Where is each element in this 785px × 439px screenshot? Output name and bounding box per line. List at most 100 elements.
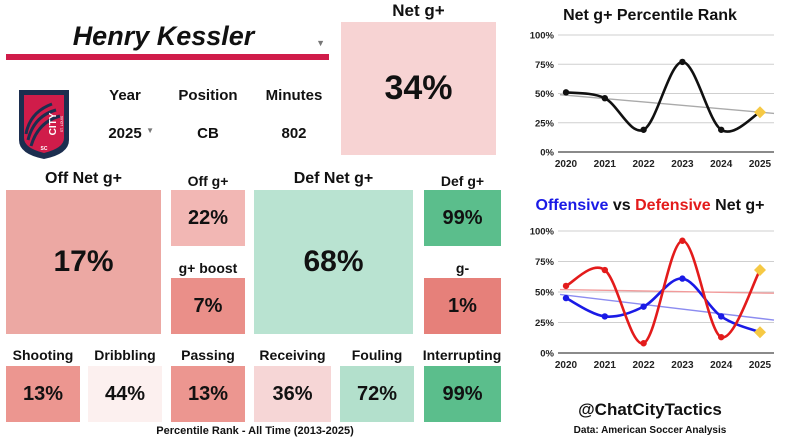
minutes-label: Minutes	[265, 86, 323, 104]
def-g-value: 99%	[442, 206, 483, 229]
action-value-passing: 13%	[187, 382, 229, 405]
c1-data-point	[679, 58, 686, 66]
percentile-note: Percentile Rank - All Time (2013-2025)	[156, 425, 354, 437]
c2-data-point	[640, 303, 647, 310]
off-g-tile: 22%	[171, 190, 245, 246]
c2-data-point	[718, 313, 725, 320]
c2-xtick-label: 2025	[749, 360, 772, 371]
action-value-receiving: 36%	[272, 382, 313, 405]
net-value: 34%	[384, 69, 453, 107]
offensive-vs-defensive-chart: Offensive vs Defensive Net g+ 0% 25% 50% 75…	[530, 197, 775, 371]
action-label-fouling: Fouling	[351, 347, 403, 363]
c2-ytick-label: 50%	[535, 288, 555, 299]
off-g-value: 22%	[187, 206, 229, 229]
c1-ytick-label: 0%	[540, 148, 554, 159]
chart2-title: Offensive vs Defensive Net g+	[536, 197, 765, 214]
year-select[interactable]: 2025 ▼	[92, 123, 158, 143]
c1-trendline	[559, 93, 775, 115]
chart2-title-net: Net g+	[711, 197, 765, 214]
net-label: Net g+	[392, 1, 445, 20]
def-g-label: Def g+	[440, 173, 485, 189]
c1-data-point	[601, 94, 608, 102]
c1-xtick-label: 2023	[671, 159, 694, 167]
off-g-label: Off g+	[187, 173, 229, 189]
c1-ytick-label: 100%	[530, 31, 555, 42]
c1-highlight-point	[754, 106, 766, 119]
c1-data-point	[562, 89, 570, 96]
action-tile-interrupting: 99%	[424, 366, 501, 422]
c2-trendline	[559, 293, 775, 321]
action-value-interrupting: 99%	[442, 382, 483, 405]
action-label-passing: Passing	[181, 347, 235, 363]
c2-xtick-label: 2020	[555, 360, 578, 371]
off-net-value: 17%	[53, 245, 114, 278]
def-g-tile: 99%	[424, 190, 501, 246]
c1-series-line	[565, 60, 761, 133]
chevron-down-icon[interactable]: ▼	[316, 38, 325, 48]
c1-data-point	[640, 126, 647, 133]
c1-ytick-label: 50%	[535, 89, 555, 100]
action-tile-receiving: 36%	[254, 366, 331, 422]
g-boost-value: 7%	[193, 294, 223, 317]
chart2-title-offensive: Offensive	[536, 197, 609, 214]
c2-ytick-label: 100%	[530, 227, 555, 238]
action-value-shooting: 13%	[22, 382, 64, 405]
position-value: CB	[197, 124, 219, 142]
chevron-down-icon[interactable]: ▼	[146, 126, 154, 135]
c2-data-point	[679, 237, 686, 244]
club-crest-icon: CITY ST. LOUIS SC	[19, 90, 69, 159]
position-label: Position	[178, 86, 238, 104]
def-net-value: 68%	[303, 245, 364, 278]
c2-ytick-label: 0%	[540, 349, 554, 360]
c2-xtick-label: 2022	[632, 360, 655, 371]
c2-trendline	[559, 288, 775, 294]
action-label-receiving: Receiving	[259, 347, 326, 363]
club-badge-small: ST. LOUIS	[60, 115, 64, 132]
action-tile-passing: 13%	[171, 366, 245, 422]
c2-data-point	[718, 333, 725, 341]
c1-xtick-label: 2021	[594, 159, 617, 167]
c2-xtick-label: 2023	[671, 360, 694, 371]
g-minus-label: g-	[455, 260, 470, 276]
year-label: Year	[109, 86, 141, 104]
action-tile-fouling: 72%	[340, 366, 414, 422]
def-net-label: Def Net g+	[293, 170, 374, 187]
player-name-underline	[6, 54, 329, 60]
g-minus-value: 1%	[448, 294, 477, 317]
c1-data-point	[718, 126, 725, 133]
minutes-value: 802	[281, 124, 307, 142]
off-net-label: Off Net g+	[45, 170, 122, 187]
handle: @ChatCityTactics	[578, 400, 722, 419]
c2-highlight-point	[754, 264, 766, 277]
c2-data-point	[562, 294, 570, 302]
net-percentile-chart: Net g+ Percentile Rank 0% 25% 50% 75% 100% 2…	[530, 7, 775, 167]
player-name-box[interactable]: Henry Kessler ▼	[6, 18, 329, 54]
c2-data-point	[601, 266, 608, 274]
action-label-shooting: Shooting	[12, 347, 74, 363]
year-value: 2025	[108, 124, 142, 142]
c1-xtick-label: 2024	[710, 159, 733, 167]
g-minus-tile: 1%	[424, 278, 501, 334]
player-name: Henry Kessler	[72, 20, 255, 51]
g-boost-tile: 7%	[171, 278, 245, 334]
c1-xtick-label: 2025	[749, 159, 772, 167]
g-boost-label: g+ boost	[178, 260, 238, 276]
chart2-title-defensive: Defensive	[635, 197, 711, 214]
action-label-dribbling: Dribbling	[94, 347, 156, 363]
club-badge-text: CITY	[48, 112, 59, 135]
def-net-tile: 68%	[254, 190, 413, 334]
c2-highlight-point	[754, 326, 766, 339]
c2-ytick-label: 75%	[535, 257, 555, 268]
c2-xtick-label: 2024	[710, 360, 733, 371]
action-label-interrupting: Interrupting	[422, 347, 502, 363]
action-tile-shooting: 13%	[6, 366, 80, 422]
c1-xtick-label: 2022	[632, 159, 655, 167]
c2-xtick-label: 2021	[594, 360, 617, 371]
club-badge-sc: SC	[41, 146, 48, 152]
c1-ytick-label: 25%	[535, 118, 555, 129]
chart1-title: Net g+ Percentile Rank	[563, 7, 737, 24]
c2-data-point	[640, 340, 647, 347]
data-source: Data: American Soccer Analysis	[573, 424, 727, 436]
c2-data-point	[679, 275, 686, 282]
c1-ytick-label: 75%	[535, 60, 555, 71]
